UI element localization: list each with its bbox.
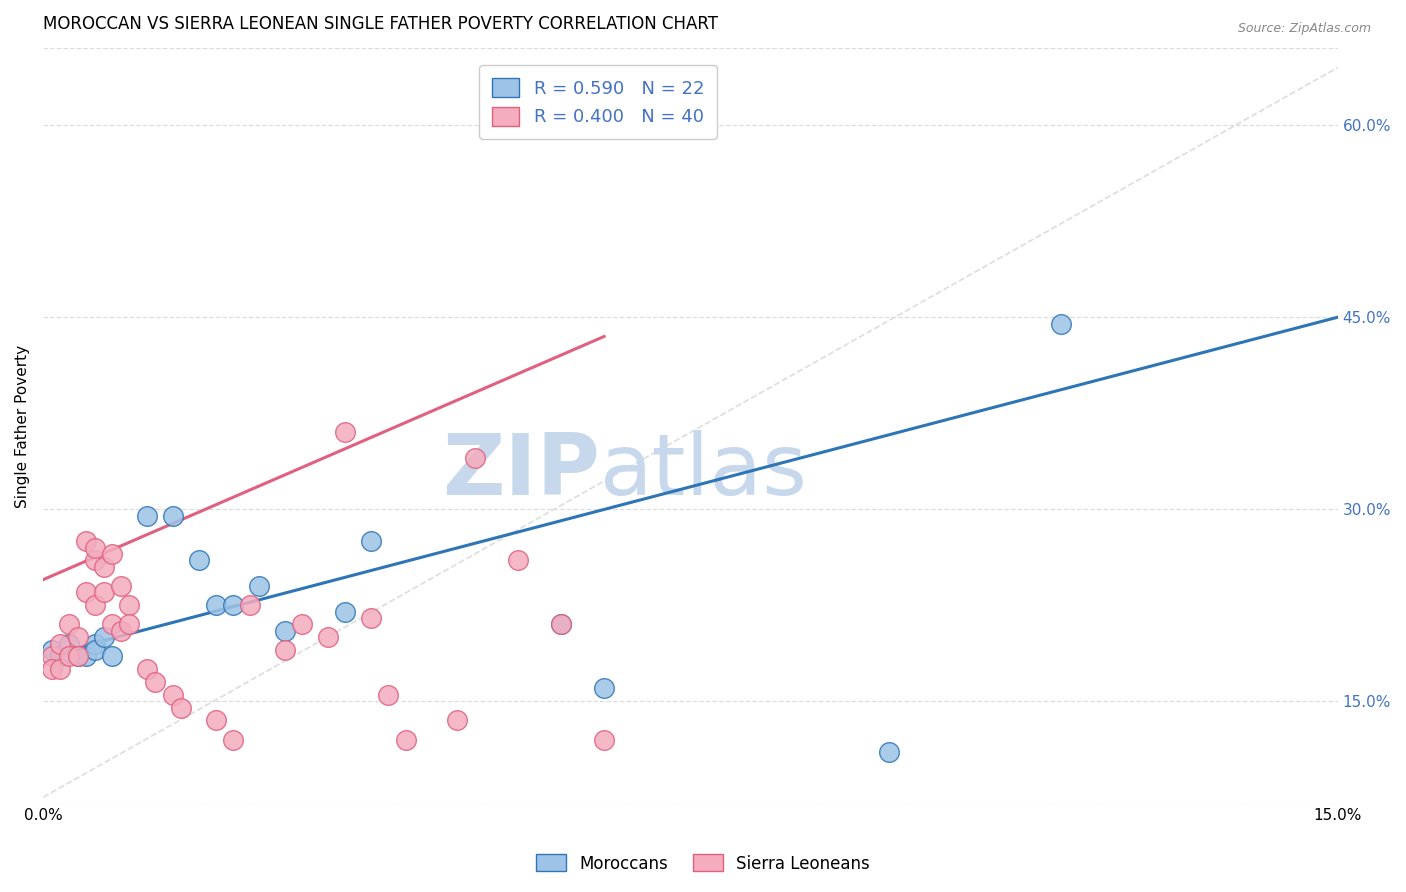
Point [110, 624, 132, 638]
Point [464, 450, 486, 465]
Point [335, 605, 357, 619]
Y-axis label: Single Father Poverty: Single Father Poverty [15, 344, 30, 508]
Legend: R = 0.590   N = 22, R = 0.400   N = 40: R = 0.590 N = 22, R = 0.400 N = 40 [479, 65, 717, 139]
Point [58, 637, 80, 651]
Point [204, 599, 226, 613]
Point [291, 617, 314, 632]
Point [360, 534, 382, 549]
Text: MOROCCAN VS SIERRA LEONEAN SINGLE FATHER POVERTY CORRELATION CHART: MOROCCAN VS SIERRA LEONEAN SINGLE FATHER… [44, 15, 718, 33]
Point [58, 617, 80, 632]
Point [84, 553, 107, 567]
Point [49, 649, 72, 664]
Point [93, 585, 115, 599]
Point [101, 547, 124, 561]
Point [162, 688, 184, 702]
Point [66, 649, 89, 664]
Point [110, 579, 132, 593]
Point [101, 649, 124, 664]
Point [49, 662, 72, 676]
Legend: Moroccans, Sierra Leoneans: Moroccans, Sierra Leoneans [529, 847, 877, 880]
Text: ZIP: ZIP [441, 430, 600, 513]
Point [75, 649, 97, 664]
Point [204, 714, 226, 728]
Point [101, 617, 124, 632]
Point [274, 624, 297, 638]
Point [187, 553, 209, 567]
Point [93, 630, 115, 644]
Point [222, 599, 245, 613]
Point [446, 714, 468, 728]
Point [135, 508, 157, 523]
Point [274, 643, 297, 657]
Point [41, 662, 63, 676]
Point [93, 559, 115, 574]
Point [550, 617, 572, 632]
Point [75, 534, 97, 549]
Point [222, 732, 245, 747]
Point [118, 617, 141, 632]
Point [75, 585, 97, 599]
Point [377, 688, 399, 702]
Point [550, 617, 572, 632]
Point [135, 662, 157, 676]
Text: atlas: atlas [600, 430, 808, 513]
Point [395, 732, 418, 747]
Point [593, 681, 616, 696]
Text: Source: ZipAtlas.com: Source: ZipAtlas.com [1237, 22, 1371, 36]
Point [145, 675, 167, 690]
Point [247, 579, 270, 593]
Point [877, 746, 900, 760]
Point [84, 637, 107, 651]
Point [58, 649, 80, 664]
Point [335, 425, 357, 440]
Point [41, 643, 63, 657]
Point [316, 630, 339, 644]
Point [84, 541, 107, 555]
Point [49, 637, 72, 651]
Point [170, 700, 193, 714]
Point [360, 611, 382, 625]
Point [118, 599, 141, 613]
Point [84, 599, 107, 613]
Point [41, 649, 63, 664]
Point [66, 630, 89, 644]
Point [239, 599, 262, 613]
Point [162, 508, 184, 523]
Point [506, 553, 529, 567]
Point [84, 643, 107, 657]
Point [1050, 317, 1073, 331]
Point [66, 649, 89, 664]
Point [593, 732, 616, 747]
